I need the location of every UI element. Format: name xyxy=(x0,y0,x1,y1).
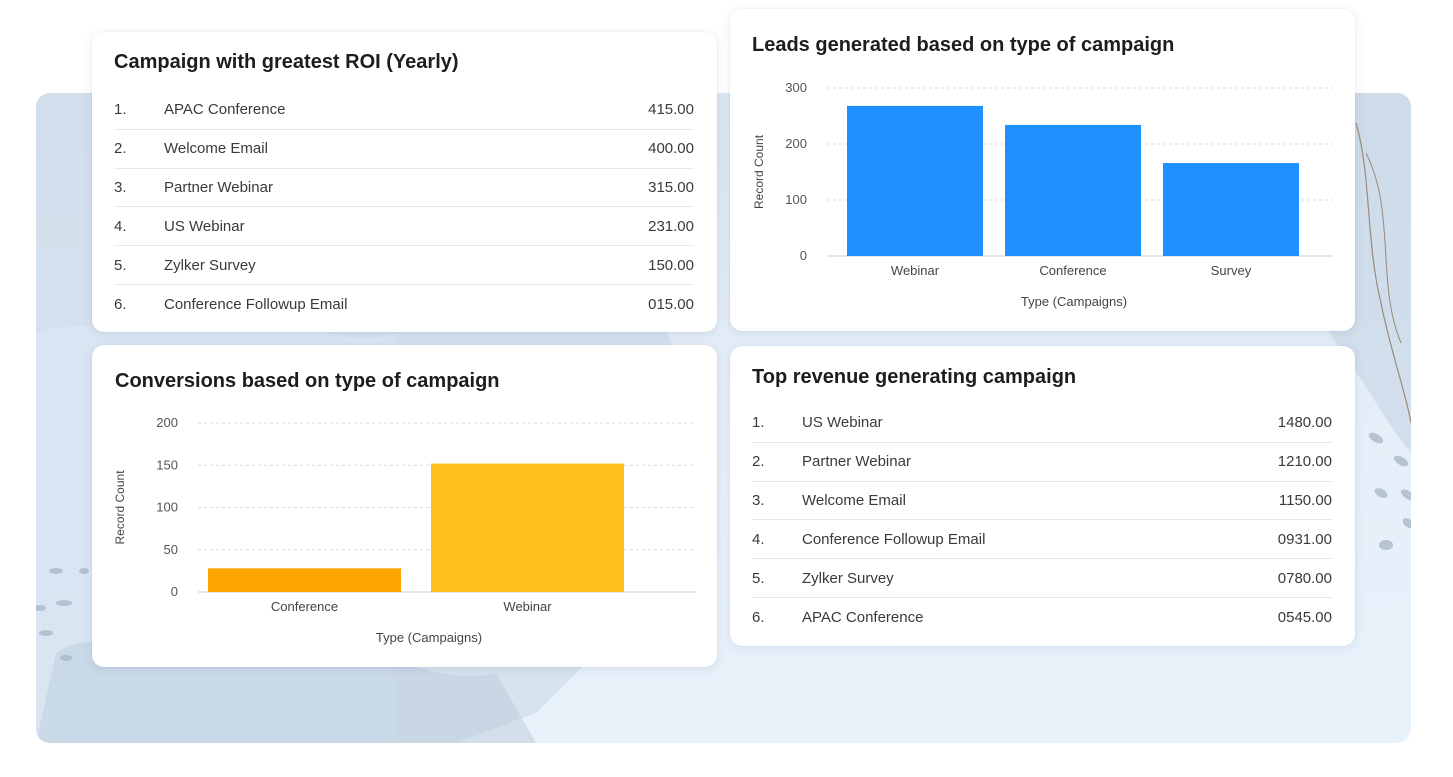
list-item: 3. Welcome Email 1150.00 xyxy=(752,482,1332,521)
rank-number: 2. xyxy=(752,453,765,471)
revenue-card: Top revenue generating campaign 1. US Web… xyxy=(730,346,1355,646)
conversions-bar-chart: 0 50 100 150 200 Conference Webinar Type (Campa… xyxy=(113,415,695,645)
roi-list: 1. APAC Conference 415.00 2. Welcome Email 4… xyxy=(114,91,694,324)
y-tick-label: 200 xyxy=(785,136,807,151)
y-tick-label: 0 xyxy=(800,248,807,263)
campaign-value: 1480.00 xyxy=(1277,414,1332,432)
campaign-name: Welcome Email xyxy=(164,140,268,158)
campaign-value: 0780.00 xyxy=(1277,569,1332,587)
conversions-chart-title: Conversions based on type of campaign xyxy=(115,370,500,392)
campaign-value: 415.00 xyxy=(648,101,694,119)
list-item: 2. Partner Webinar 1210.00 xyxy=(752,443,1332,482)
bar-webinar xyxy=(847,105,983,256)
campaign-value: 150.00 xyxy=(648,256,694,274)
campaign-value: 231.00 xyxy=(648,217,694,235)
y-tick-label: 300 xyxy=(785,80,807,95)
y-tick-label: 100 xyxy=(156,500,178,515)
campaign-value: 0545.00 xyxy=(1277,608,1332,626)
rank-number: 4. xyxy=(752,530,765,548)
rank-number: 5. xyxy=(114,256,127,274)
campaign-name: Zylker Survey xyxy=(164,256,256,274)
bar-survey xyxy=(1163,163,1299,256)
list-item: 5. Zylker Survey 0780.00 xyxy=(752,559,1332,598)
campaign-name: Conference Followup Email xyxy=(802,530,986,548)
revenue-card-title: Top revenue generating campaign xyxy=(752,366,1077,388)
rank-number: 3. xyxy=(752,491,765,509)
leads-chart-card: Leads generated based on type of campaig… xyxy=(730,9,1355,331)
list-item: 2. Welcome Email 400.00 xyxy=(114,130,694,169)
rank-number: 1. xyxy=(752,414,765,432)
x-axis-label: Type (Campaigns) xyxy=(376,630,482,645)
y-axis-label: Record Count xyxy=(752,134,766,209)
conversions-chart-card: Conversions based on type of campaign 0 5… xyxy=(92,345,717,667)
campaign-value: 015.00 xyxy=(648,295,694,313)
x-tick-label: Webinar xyxy=(891,263,940,278)
rank-number: 1. xyxy=(114,101,127,119)
rank-number: 2. xyxy=(114,140,127,158)
x-tick-label: Conference xyxy=(271,599,338,614)
roi-card-title: Campaign with greatest ROI (Yearly) xyxy=(114,51,459,73)
roi-card: Campaign with greatest ROI (Yearly) 1. AP… xyxy=(92,32,717,332)
list-item: 3. Partner Webinar 315.00 xyxy=(114,169,694,208)
rank-number: 6. xyxy=(752,608,765,626)
campaign-name: US Webinar xyxy=(164,217,245,235)
x-tick-label: Webinar xyxy=(503,599,552,614)
campaign-value: 1150.00 xyxy=(1278,491,1332,509)
rank-number: 4. xyxy=(114,217,127,235)
x-axis-label: Type (Campaigns) xyxy=(1021,294,1127,309)
y-tick-label: 200 xyxy=(156,415,178,430)
campaign-name: APAC Conference xyxy=(164,101,286,119)
rank-number: 6. xyxy=(114,295,127,313)
campaign-name: Conference Followup Email xyxy=(164,295,348,313)
list-item: 1. US Webinar 1480.00 xyxy=(752,404,1332,443)
bar-webinar xyxy=(431,463,624,592)
campaign-name: Welcome Email xyxy=(802,491,906,509)
list-item: 6. Conference Followup Email 015.00 xyxy=(114,285,694,324)
list-item: 4. US Webinar 231.00 xyxy=(114,207,694,247)
campaign-value: 1210.00 xyxy=(1277,453,1332,471)
y-tick-label: 100 xyxy=(785,192,807,207)
campaign-name: Partner Webinar xyxy=(802,453,911,471)
y-tick-label: 50 xyxy=(164,542,178,557)
campaign-value: 315.00 xyxy=(648,178,694,196)
campaign-name: US Webinar xyxy=(802,414,883,432)
y-axis-label: Record Count xyxy=(113,470,127,545)
list-item: 6. APAC Conference 0545.00 xyxy=(752,598,1332,637)
bar-conference xyxy=(1005,124,1141,257)
rank-number: 5. xyxy=(752,569,765,587)
campaign-name: Zylker Survey xyxy=(802,569,894,587)
y-tick-label: 150 xyxy=(156,457,178,472)
list-item: 4. Conference Followup Email 0931.00 xyxy=(752,520,1332,560)
leads-bar-chart: 0 100 200 300 Webinar Conference Survey Type (C… xyxy=(752,80,1333,309)
x-tick-label: Conference xyxy=(1039,263,1106,278)
list-item: 5. Zylker Survey 150.00 xyxy=(114,246,694,285)
list-item: 1. APAC Conference 415.00 xyxy=(114,91,694,130)
campaign-name: APAC Conference xyxy=(802,608,924,626)
campaign-name: Partner Webinar xyxy=(164,178,273,196)
bar-conference xyxy=(208,568,401,592)
x-tick-label: Survey xyxy=(1211,263,1252,278)
campaign-value: 400.00 xyxy=(648,140,694,158)
revenue-list: 1. US Webinar 1480.00 2. Partner Webinar 121… xyxy=(752,404,1332,637)
rank-number: 3. xyxy=(114,178,127,196)
leads-chart-title: Leads generated based on type of campaig… xyxy=(752,34,1175,56)
y-tick-label: 0 xyxy=(171,584,178,599)
campaign-value: 0931.00 xyxy=(1277,530,1332,548)
